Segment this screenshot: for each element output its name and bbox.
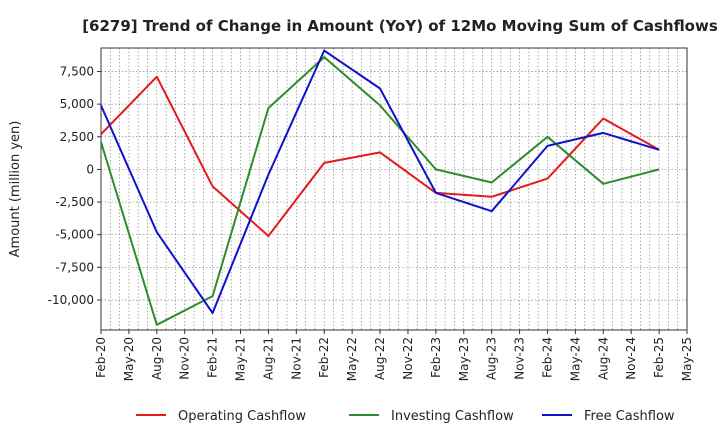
plot-area bbox=[100, 47, 688, 331]
series-line-investing-cashflow bbox=[100, 56, 660, 326]
x-tick-label: Aug-20 bbox=[150, 337, 164, 380]
x-tick-label: Aug-23 bbox=[485, 337, 499, 380]
y-tick-label: -7,500 bbox=[55, 260, 94, 274]
legend-label-operating-cashflow: Operating Cashflow bbox=[178, 409, 306, 424]
y-tick-label: 0 bbox=[86, 162, 94, 176]
series-lines bbox=[100, 49, 660, 326]
y-tick-label: 2,500 bbox=[60, 130, 94, 144]
legend-label-free-cashflow: Free Cashflow bbox=[584, 409, 675, 424]
x-tick-label: Feb-23 bbox=[429, 337, 443, 378]
x-tick-label: May-22 bbox=[345, 337, 359, 381]
x-tick-label: Nov-23 bbox=[513, 337, 527, 380]
y-tick-label: -10,000 bbox=[48, 293, 94, 307]
x-tick-label: Feb-20 bbox=[94, 337, 108, 378]
series-line-operating-cashflow bbox=[100, 75, 660, 237]
x-tick-label: Nov-24 bbox=[624, 337, 638, 380]
legend: Operating Cashflow Investing Cashflow Free… bbox=[136, 409, 675, 424]
x-axis-ticks: Feb-20 May-20 Aug-20 Nov-20 Feb-21 May-21 Aug-… bbox=[94, 330, 694, 381]
x-tick-label: Aug-21 bbox=[261, 337, 275, 380]
y-axis-ticks: 7,500 5,000 2,500 0 -2,500 -5,000 -7,500 -10,00… bbox=[48, 65, 101, 307]
y-tick-label: -5,000 bbox=[55, 228, 94, 242]
y-tick-label: 5,000 bbox=[60, 97, 94, 111]
x-tick-label: Nov-21 bbox=[289, 337, 303, 380]
series-line-free-cashflow bbox=[100, 49, 660, 314]
x-tick-label: Aug-22 bbox=[373, 337, 387, 380]
x-tick-label: May-20 bbox=[122, 337, 136, 381]
x-tick-label: Aug-24 bbox=[596, 337, 610, 380]
x-tick-label: Feb-22 bbox=[317, 337, 331, 378]
x-tick-label: Nov-22 bbox=[401, 337, 415, 380]
chart-title: [6279] Trend of Change in Amount (YoY) o… bbox=[82, 17, 718, 35]
x-tick-label: Feb-24 bbox=[540, 337, 554, 378]
y-tick-label: -2,500 bbox=[55, 195, 94, 209]
x-tick-label: May-24 bbox=[568, 337, 582, 381]
legend-label-investing-cashflow: Investing Cashflow bbox=[391, 409, 514, 424]
grid-lines bbox=[101, 48, 687, 330]
x-tick-label: May-25 bbox=[680, 337, 694, 381]
x-tick-label: Nov-20 bbox=[178, 337, 192, 380]
y-axis-label: Amount (million yen) bbox=[8, 121, 23, 258]
y-tick-label: 7,500 bbox=[60, 65, 94, 79]
x-tick-label: Feb-25 bbox=[652, 337, 666, 378]
x-tick-label: May-23 bbox=[457, 337, 471, 381]
x-tick-label: May-21 bbox=[234, 337, 248, 381]
x-tick-label: Feb-21 bbox=[206, 337, 220, 378]
